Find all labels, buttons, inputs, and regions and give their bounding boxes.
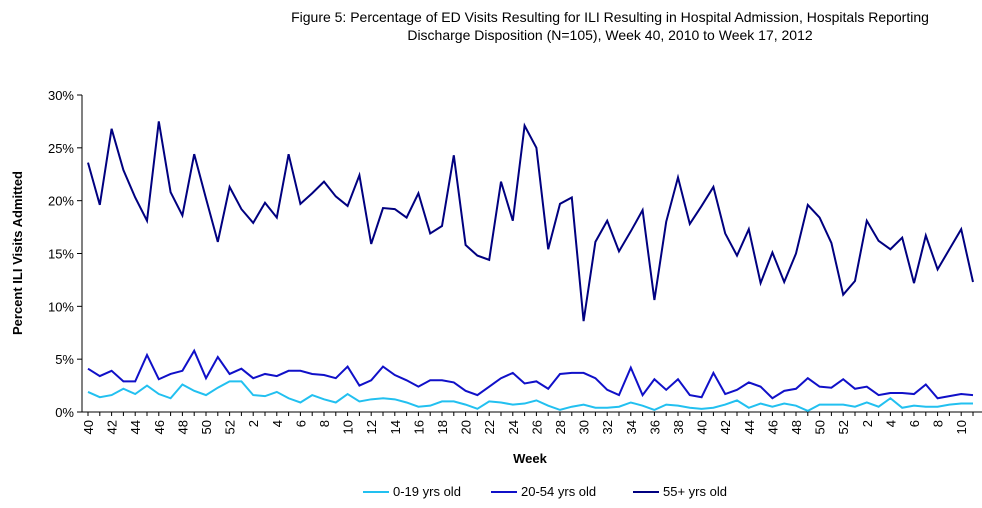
chart-title: Figure 5: Percentage of ED Visits Result… [291,9,929,25]
x-tick-label: 14 [388,420,403,434]
series-line [87,121,974,322]
y-tick-label: 15% [48,247,74,262]
x-tick-label: 2 [860,420,875,427]
x-tick-label: 26 [529,420,544,434]
y-axis-title: Percent ILI Visits Admitted [10,171,25,335]
x-tick-label: 32 [600,420,615,434]
x-tick-label: 2 [246,420,261,427]
x-tick-label: 44 [128,420,143,434]
x-tick-label: 46 [765,420,780,434]
legend-label: 55+ yrs old [663,484,727,499]
x-tick-label: 22 [482,420,497,434]
x-tick-label: 34 [624,420,639,434]
x-tick-label: 48 [175,420,190,434]
x-tick-label: 16 [411,420,426,434]
x-tick-label: 30 [577,420,592,434]
x-tick-label: 38 [671,420,686,434]
x-tick-label: 6 [293,420,308,427]
x-tick-label: 44 [742,420,757,434]
x-tick-label: 4 [270,420,285,427]
x-tick-label: 48 [789,420,804,434]
x-tick-label: 8 [317,420,332,427]
y-tick-label: 20% [48,194,74,209]
x-tick-label: 36 [647,420,662,434]
y-tick-label: 25% [48,141,74,156]
x-tick-label: 52 [836,420,851,434]
x-tick-label: 40 [695,420,710,434]
x-tick-label: 50 [199,420,214,434]
x-tick-label: 20 [459,420,474,434]
x-tick-label: 18 [435,420,450,434]
x-tick-label: 8 [931,420,946,427]
y-tick-label: 10% [48,299,74,314]
legend-label: 20-54 yrs old [521,484,596,499]
x-tick-label: 28 [553,420,568,434]
x-tick-label: 10 [341,420,356,434]
y-tick-label: 0% [55,405,74,420]
x-tick-label: 46 [152,420,167,434]
y-tick-label: 30% [48,88,74,103]
x-tick-label: 6 [907,420,922,427]
x-tick-label: 42 [718,420,733,434]
x-tick-label: 42 [105,420,120,434]
x-axis-title: Week [513,451,547,466]
x-tick-label: 10 [954,420,969,434]
y-tick-label: 5% [55,352,74,367]
x-tick-label: 52 [223,420,238,434]
x-tick-label: 40 [81,420,96,434]
series-line [87,348,974,400]
legend-label: 0-19 yrs old [393,484,461,499]
x-tick-label: 24 [506,420,521,434]
chart-title: Discharge Disposition (N=105), Week 40, … [407,27,813,43]
x-tick-label: 4 [883,420,898,427]
x-tick-label: 12 [364,420,379,434]
series-line [87,380,973,413]
x-tick-label: 50 [813,420,828,434]
